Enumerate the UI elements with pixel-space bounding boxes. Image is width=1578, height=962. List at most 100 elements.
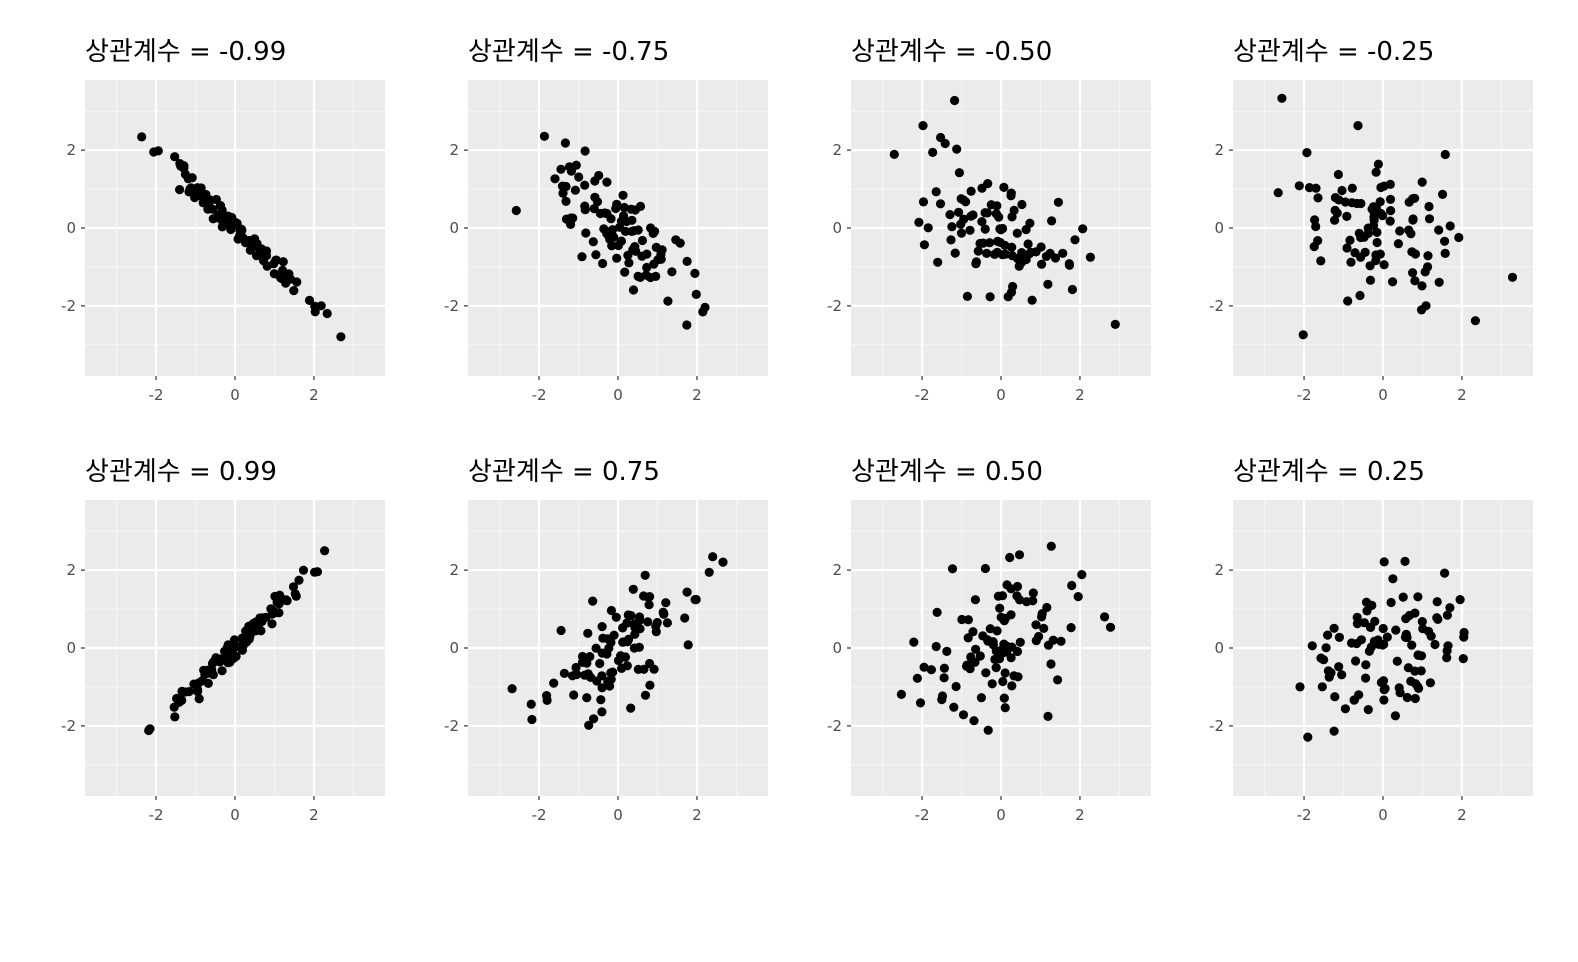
data-point: [1324, 672, 1334, 682]
data-point: [196, 183, 206, 193]
data-point: [599, 224, 609, 234]
y-tick-label: 2: [66, 141, 76, 159]
data-point: [1388, 277, 1398, 287]
data-point: [186, 183, 196, 193]
x-tick-label: 0: [613, 806, 623, 824]
data-point: [203, 678, 213, 689]
data-point: [659, 609, 669, 619]
data-point: [211, 653, 221, 663]
data-point: [310, 307, 320, 317]
data-point: [602, 649, 612, 659]
data-point: [322, 308, 332, 319]
x-tick-label: 0: [996, 386, 1006, 404]
data-point: [909, 637, 919, 647]
data-point: [1440, 248, 1450, 258]
y-tick-label: -2: [827, 717, 842, 735]
x-tick-label: -2: [1297, 386, 1312, 404]
data-point: [962, 291, 973, 301]
data-point: [1406, 676, 1416, 686]
data-point: [1031, 636, 1041, 646]
data-point: [1413, 650, 1423, 661]
data-point: [1013, 672, 1023, 682]
data-point: [642, 262, 652, 273]
data-point: [244, 621, 254, 632]
data-point: [1007, 242, 1017, 252]
data-point: [1056, 636, 1066, 646]
data-point: [1321, 643, 1331, 653]
data-point: [597, 707, 607, 717]
data-point: [1443, 641, 1453, 651]
data-point: [1005, 552, 1015, 563]
data-point: [223, 211, 233, 221]
data-point: [983, 725, 993, 735]
data-point: [312, 567, 323, 577]
data-point: [640, 690, 651, 700]
data-point: [261, 251, 272, 261]
y-tick-label: 2: [832, 561, 842, 579]
x-tick-label: 0: [1378, 806, 1388, 824]
data-point: [542, 691, 552, 701]
data-point: [1359, 232, 1369, 242]
data-point: [589, 714, 599, 724]
data-point: [1302, 148, 1312, 158]
data-point: [189, 679, 199, 689]
data-point: [606, 605, 617, 616]
data-point: [939, 663, 950, 673]
data-point: [1273, 188, 1283, 198]
data-point: [582, 693, 592, 703]
data-point: [1023, 239, 1033, 249]
data-point: [1386, 206, 1396, 216]
data-point: [1369, 212, 1379, 222]
data-point: [627, 226, 637, 236]
data-point: [630, 629, 640, 639]
data-point: [1085, 252, 1095, 262]
data-point: [242, 637, 252, 647]
data-point: [613, 655, 624, 666]
panel-title: 상관계수 = 0.75: [468, 457, 660, 487]
data-point: [1424, 201, 1434, 212]
y-tick-label: 0: [66, 219, 76, 237]
data-point: [1012, 581, 1023, 592]
data-point: [1375, 249, 1385, 259]
data-point: [1017, 199, 1027, 210]
data-point: [1378, 211, 1388, 221]
data-point: [597, 683, 607, 693]
data-point: [223, 658, 233, 668]
data-point: [650, 226, 660, 236]
data-point: [558, 188, 568, 198]
data-point: [622, 661, 632, 671]
data-point: [923, 223, 933, 233]
data-point: [956, 194, 966, 204]
data-point: [987, 679, 997, 689]
data-point: [1380, 683, 1390, 694]
data-point: [998, 676, 1008, 687]
data-point: [1013, 254, 1023, 264]
data-point: [995, 603, 1005, 613]
data-point: [708, 552, 718, 562]
data-point: [624, 258, 634, 268]
data-point: [1379, 260, 1389, 270]
data-point: [980, 563, 991, 574]
data-point: [1361, 673, 1371, 683]
x-tick-label: -2: [532, 386, 547, 404]
data-point: [1346, 257, 1356, 267]
data-point: [1372, 237, 1382, 248]
data-point: [963, 633, 973, 643]
data-point: [559, 668, 570, 679]
x-tick-label: 2: [309, 386, 319, 404]
data-point: [1067, 284, 1077, 295]
y-tick-label: -2: [1209, 297, 1224, 315]
data-point: [992, 626, 1002, 636]
data-point: [569, 690, 579, 700]
data-point: [1295, 682, 1305, 692]
data-point: [946, 235, 956, 245]
data-point: [1424, 214, 1435, 224]
data-point: [976, 693, 987, 703]
data-point: [1352, 639, 1362, 649]
panel-title: 상관계수 = 0.50: [851, 457, 1043, 487]
data-point: [995, 224, 1005, 234]
x-tick-label: 0: [996, 806, 1006, 824]
data-point: [949, 702, 959, 712]
data-point: [1421, 301, 1431, 311]
data-point: [320, 546, 330, 556]
